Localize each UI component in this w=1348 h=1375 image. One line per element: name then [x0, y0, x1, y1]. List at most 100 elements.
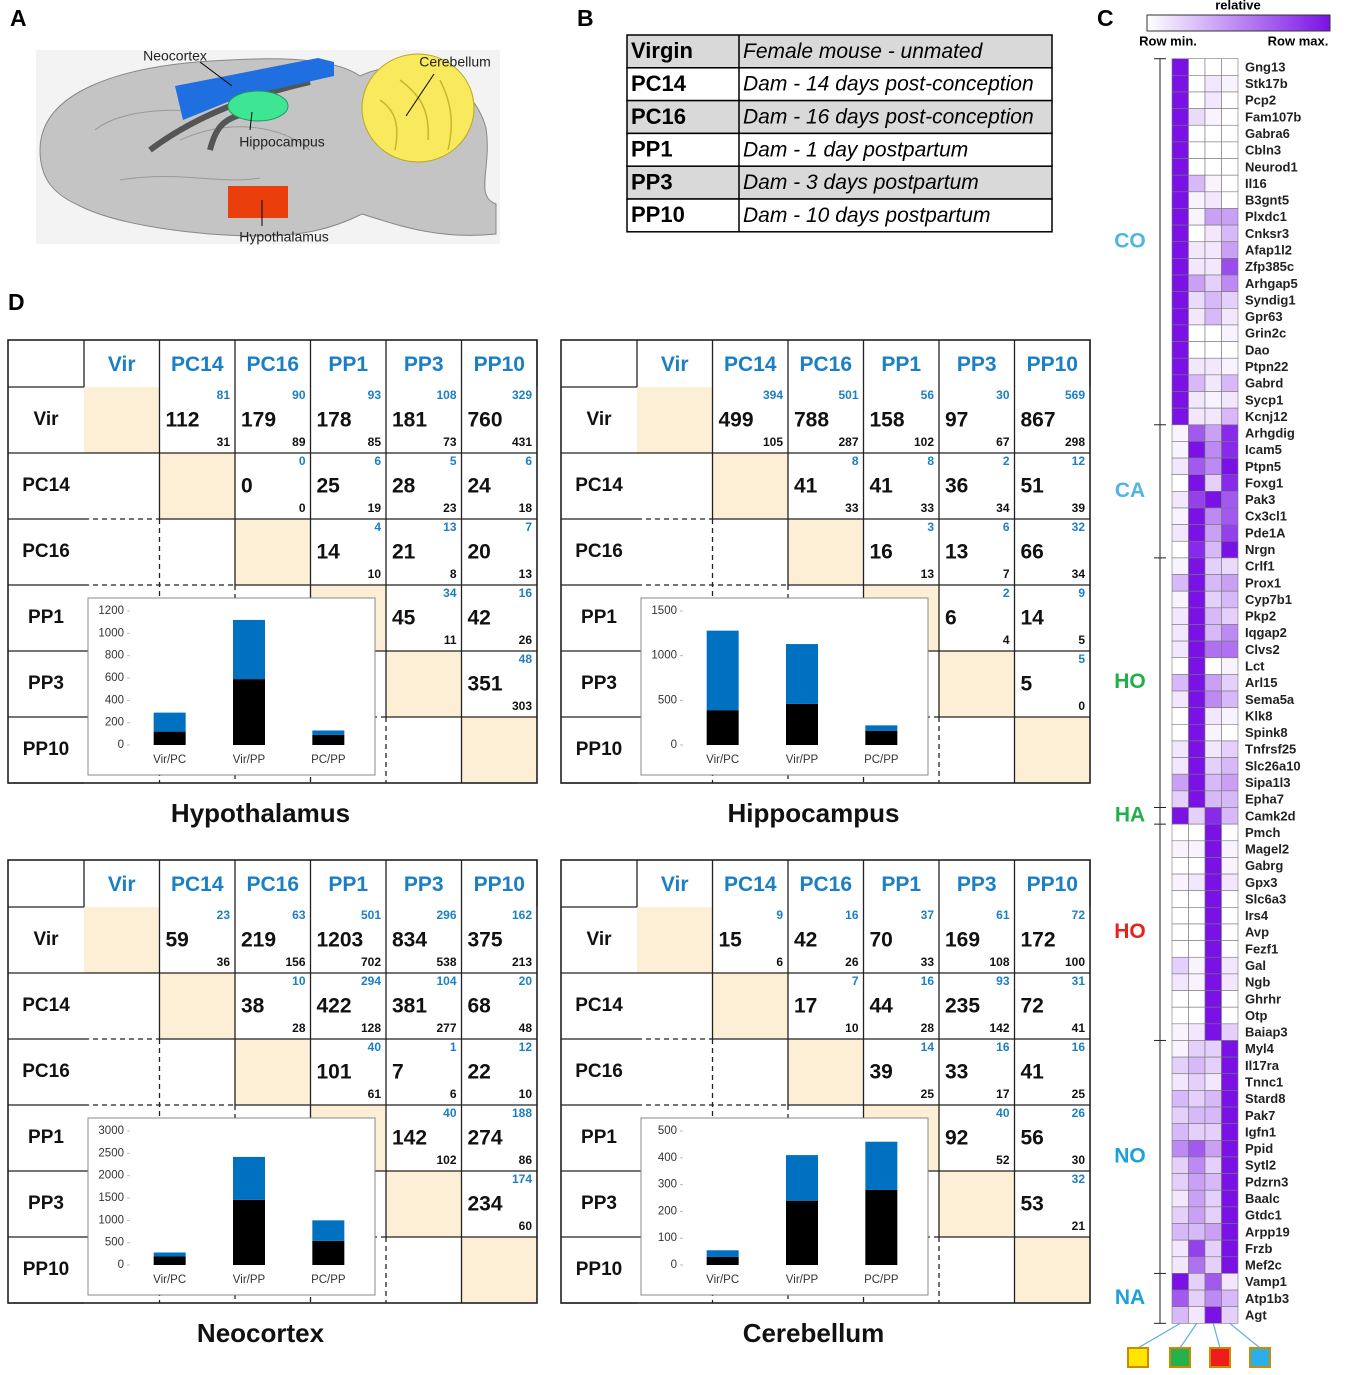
cell-total: 41: [794, 475, 818, 498]
cell-down: 33: [921, 501, 935, 515]
diagonal-cell: [159, 453, 235, 519]
heatmap-cell: [1188, 1106, 1206, 1124]
heatmap-cell: [1188, 1273, 1206, 1291]
cell-down: 26: [519, 633, 533, 647]
y-tick-label: 0: [671, 1259, 677, 1271]
heatmap-cell: [1221, 1239, 1239, 1258]
heatmap-cell: [1188, 723, 1206, 742]
heatmap-cell: [1204, 1273, 1222, 1291]
cell-down: 298: [1065, 435, 1085, 449]
diagonal-cell: [159, 973, 235, 1039]
heatmap-cell: [1221, 823, 1239, 842]
heatmap-cell: [1188, 357, 1206, 376]
heatmap-cell: [1204, 324, 1222, 342]
heatmap-cell: [1221, 973, 1239, 991]
legend-gradient: [1146, 14, 1331, 32]
heatmap-cell: [1188, 540, 1206, 559]
group-label: CO: [1114, 229, 1146, 252]
heatmap-cell: [1204, 873, 1222, 891]
row-header: Vir: [33, 409, 59, 430]
heatmap-cell: [1171, 208, 1189, 226]
column-header: PP10: [1027, 873, 1078, 896]
gene-label: Ngb: [1245, 975, 1270, 990]
heatmap-cell: [1204, 956, 1222, 975]
gene-label: Myl4: [1245, 1041, 1275, 1056]
cell-total: 24: [468, 475, 492, 498]
row-header: PC16: [22, 541, 70, 562]
heatmap-cell: [1204, 457, 1222, 475]
heatmap-cell: [1188, 1173, 1206, 1191]
gene-label: Il17ra: [1245, 1058, 1280, 1073]
heatmap-cell: [1171, 158, 1189, 176]
group-label: NA: [1115, 1286, 1145, 1309]
cell-down: 4: [1003, 633, 1010, 647]
gene-label: Klk8: [1245, 708, 1272, 723]
heatmap-cell: [1221, 1056, 1239, 1075]
cell-up: 34: [443, 586, 457, 600]
heatmap-cell: [1204, 807, 1222, 825]
heatmap-cell: [1221, 224, 1239, 243]
gene-label: Neurod1: [1245, 159, 1298, 174]
heatmap-cell: [1221, 1206, 1239, 1224]
gene-label: Cnksr3: [1245, 226, 1289, 241]
cell-up: 63: [292, 908, 306, 922]
heatmap-cell: [1221, 707, 1239, 725]
gene-label: Pcp2: [1245, 93, 1276, 108]
cell-up: 5: [450, 454, 457, 468]
heatmap-cell: [1204, 1306, 1222, 1324]
cell-total: 68: [468, 995, 492, 1018]
cell-down: 48: [519, 1021, 533, 1035]
cell-total: 274: [468, 1127, 503, 1150]
gene-label: Pde1A: [1245, 525, 1286, 540]
heatmap-cell: [1188, 524, 1206, 542]
heatmap-cell: [1221, 1073, 1239, 1091]
bar-segment: [786, 644, 818, 704]
heatmap-cell: [1221, 141, 1239, 159]
cell-down: 538: [436, 955, 456, 969]
cell-down: 303: [512, 699, 532, 713]
y-tick-label: 2000: [98, 1170, 124, 1182]
heatmap-cell: [1204, 291, 1222, 309]
heatmap-cell: [1221, 1090, 1239, 1108]
cell-total: 1203: [317, 929, 364, 952]
heatmap-cell: [1188, 374, 1206, 392]
bar-segment: [312, 1240, 345, 1265]
y-tick-label: 500: [658, 1125, 677, 1137]
heatmap-cell: [1188, 341, 1206, 359]
heatmap-cell: [1171, 1140, 1189, 1158]
heatmap-cell: [1171, 923, 1189, 941]
heatmap-cell: [1221, 357, 1239, 376]
column-connector: [1229, 1322, 1261, 1349]
heatmap-cell: [1204, 740, 1222, 758]
gene-label: Iqgap2: [1245, 625, 1287, 640]
bar-segment: [312, 730, 345, 735]
row-header: PC16: [575, 541, 623, 562]
gene-label: Slc6a3: [1245, 891, 1286, 906]
heatmap-cell: [1171, 657, 1189, 675]
heatmap-cell: [1204, 773, 1222, 792]
row-header: PP1: [581, 1127, 617, 1148]
heatmap-cell: [1221, 507, 1239, 525]
heatmap-cell: [1221, 674, 1239, 692]
cell-down: 28: [921, 1021, 935, 1035]
column-header: PP3: [957, 873, 997, 896]
diagonal-cell: [788, 519, 864, 585]
gene-label: Epha7: [1245, 792, 1284, 807]
heatmap-cell: [1171, 1223, 1189, 1241]
heatmap-cell: [1188, 740, 1206, 758]
cell-down: 85: [368, 435, 382, 449]
column-header: PP1: [881, 873, 921, 896]
heatmap-cell: [1188, 1306, 1206, 1324]
cell-total: 42: [468, 607, 491, 630]
heatmap-cell: [1221, 491, 1239, 509]
cell-up: 2: [1003, 586, 1010, 600]
heatmap-cell: [1171, 690, 1189, 708]
heatmap-cell: [1204, 790, 1222, 808]
heatmap-cell: [1221, 524, 1239, 542]
diagonal-cell: [386, 651, 462, 717]
heatmap-cell: [1188, 1223, 1206, 1241]
cell-down: 61: [368, 1087, 382, 1101]
cell-total: 56: [1021, 1127, 1044, 1150]
gene-label: Plxdc1: [1245, 209, 1287, 224]
